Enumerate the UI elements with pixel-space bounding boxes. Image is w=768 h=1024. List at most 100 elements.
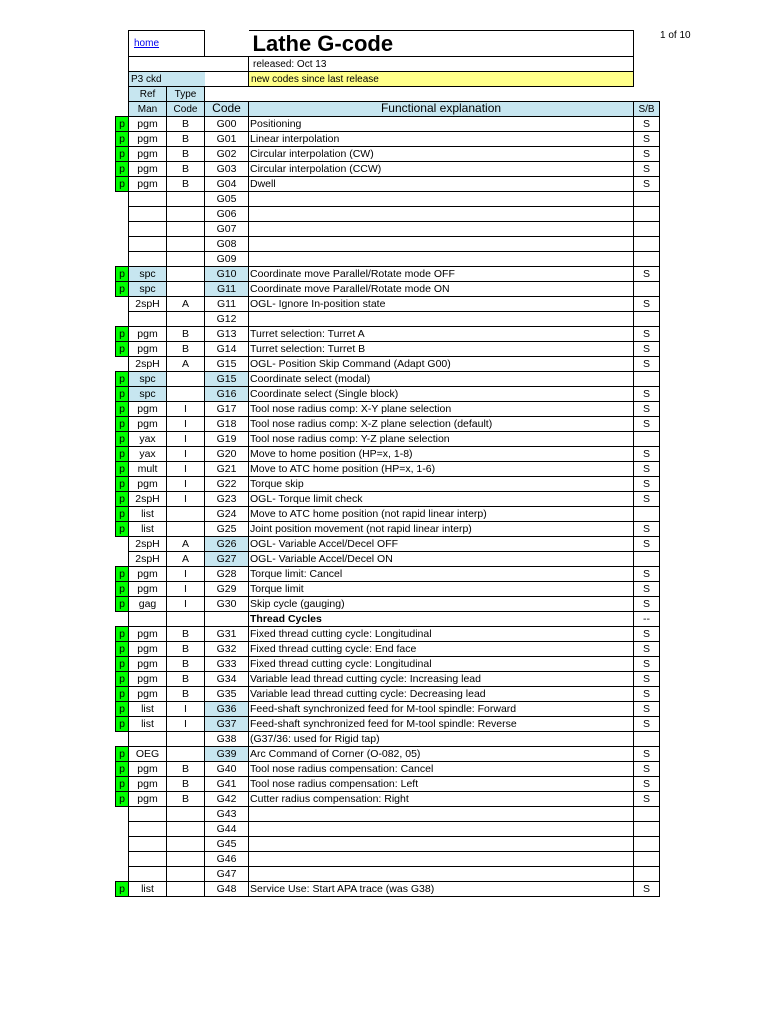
table-row: ppgmBG32Fixed thread cutting cycle: End … [116, 642, 660, 657]
ref-man: pgm [129, 162, 167, 177]
type-code: B [167, 642, 205, 657]
p-mark [116, 612, 129, 627]
p-mark: p [116, 492, 129, 507]
explanation: Fixed thread cutting cycle: Longitudinal [249, 627, 634, 642]
ref-man: list [129, 882, 167, 897]
code: G31 [205, 627, 249, 642]
p-mark [116, 732, 129, 747]
code: G39 [205, 747, 249, 762]
explanation: Cutter radius compensation: Right [249, 792, 634, 807]
type-code [167, 282, 205, 297]
ref-man: list [129, 507, 167, 522]
sb [634, 192, 660, 207]
hdr-ref: Ref [129, 87, 167, 102]
p-mark [116, 837, 129, 852]
sb [634, 732, 660, 747]
table-row: 2spHAG15OGL- Position Skip Command (Adap… [116, 357, 660, 372]
explanation: Tool nose radius compensation: Left [249, 777, 634, 792]
type-code [167, 867, 205, 882]
sb: S [634, 762, 660, 777]
type-code: B [167, 777, 205, 792]
ref-man [129, 822, 167, 837]
p-mark [116, 807, 129, 822]
sb: S [634, 882, 660, 897]
type-code [167, 732, 205, 747]
ref-man: yax [129, 432, 167, 447]
explanation: Torque skip [249, 477, 634, 492]
new-codes-label: new codes since last release [249, 72, 634, 87]
ref-man: pgm [129, 642, 167, 657]
explanation: Move to ATC home position (not rapid lin… [249, 507, 634, 522]
type-code [167, 882, 205, 897]
sb [634, 837, 660, 852]
hdr-man: Man [129, 102, 167, 117]
type-code: I [167, 402, 205, 417]
type-code [167, 612, 205, 627]
type-code [167, 822, 205, 837]
explanation [249, 837, 634, 852]
explanation: OGL- Variable Accel/Decel ON [249, 552, 634, 567]
code: G33 [205, 657, 249, 672]
type-code [167, 852, 205, 867]
type-code: I [167, 447, 205, 462]
ref-man: spc [129, 372, 167, 387]
ref-man [129, 222, 167, 237]
sb: S [634, 792, 660, 807]
type-code: I [167, 462, 205, 477]
explanation: Thread Cycles [249, 612, 634, 627]
explanation: Tool nose radius comp: X-Z plane selecti… [249, 417, 634, 432]
type-code: I [167, 567, 205, 582]
sb: S [634, 462, 660, 477]
table-row: 2spHAG27OGL- Variable Accel/Decel ON [116, 552, 660, 567]
table-row: ppgmBG41Tool nose radius compensation: L… [116, 777, 660, 792]
code: G25 [205, 522, 249, 537]
code: G28 [205, 567, 249, 582]
explanation: OGL- Variable Accel/Decel OFF [249, 537, 634, 552]
p-mark [116, 822, 129, 837]
code: G36 [205, 702, 249, 717]
p-mark: p [116, 777, 129, 792]
ref-man [129, 807, 167, 822]
code: G05 [205, 192, 249, 207]
home-link[interactable]: home [130, 38, 159, 49]
type-code: I [167, 492, 205, 507]
type-code [167, 747, 205, 762]
ref-man: pgm [129, 177, 167, 192]
code: G23 [205, 492, 249, 507]
explanation: Variable lead thread cutting cycle: Decr… [249, 687, 634, 702]
table-row: G38 (G37/36: used for Rigid tap) [116, 732, 660, 747]
ref-man: 2spH [129, 552, 167, 567]
explanation: Tool nose radius compensation: Cancel [249, 762, 634, 777]
sb: S [634, 642, 660, 657]
ref-man: spc [129, 282, 167, 297]
type-code: B [167, 162, 205, 177]
table-row: ppgmBG42Cutter radius compensation: Righ… [116, 792, 660, 807]
ref-man [129, 207, 167, 222]
type-code: I [167, 582, 205, 597]
sb: S [634, 402, 660, 417]
ref-man: 2spH [129, 492, 167, 507]
sb: S [634, 657, 660, 672]
ref-man: list [129, 522, 167, 537]
p-mark: p [116, 342, 129, 357]
sb: S [634, 117, 660, 132]
ref-man: spc [129, 267, 167, 282]
code: G06 [205, 207, 249, 222]
explanation: Tool nose radius comp: X-Y plane selecti… [249, 402, 634, 417]
code: G34 [205, 672, 249, 687]
code: G02 [205, 147, 249, 162]
p-mark: p [116, 882, 129, 897]
table-row: pyaxIG20Move to home position (HP=x, 1-8… [116, 447, 660, 462]
code: G22 [205, 477, 249, 492]
sb: S [634, 672, 660, 687]
code: G38 [205, 732, 249, 747]
explanation: Circular interpolation (CCW) [249, 162, 634, 177]
p-mark: p [116, 432, 129, 447]
explanation: Coordinate move Parallel/Rotate mode ON [249, 282, 634, 297]
p-mark [116, 297, 129, 312]
code: G11 [205, 282, 249, 297]
explanation [249, 252, 634, 267]
table-row: G07 [116, 222, 660, 237]
code: G00 [205, 117, 249, 132]
explanation [249, 207, 634, 222]
